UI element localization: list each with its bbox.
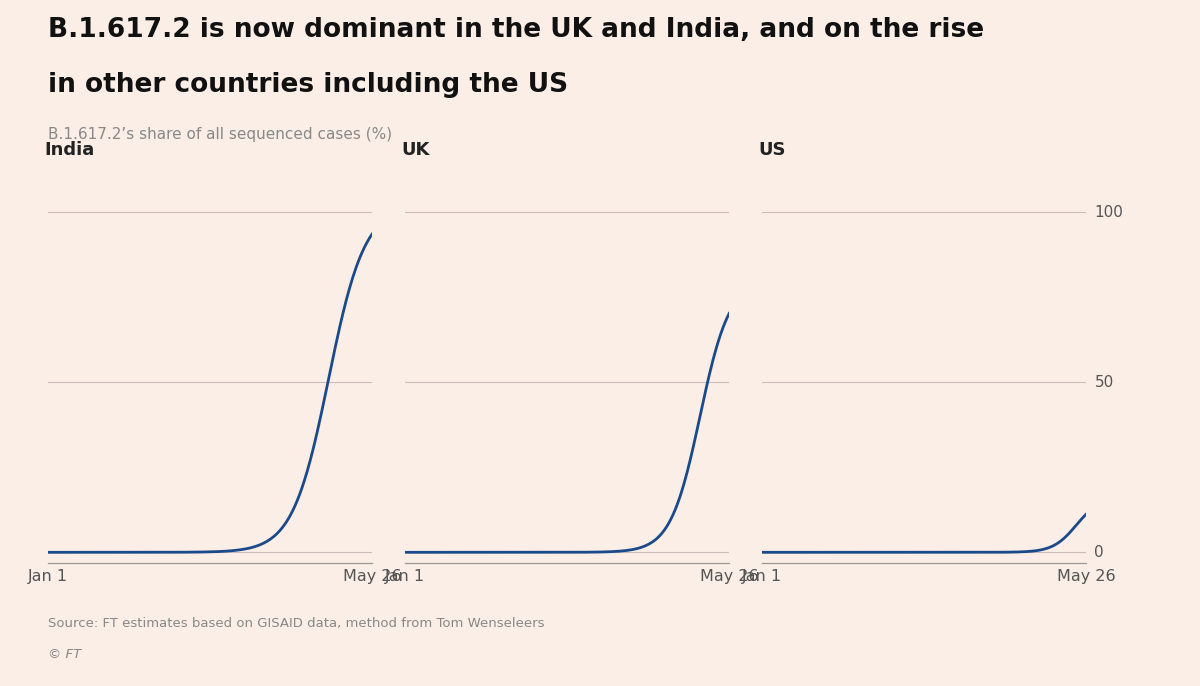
Text: Source: FT estimates based on GISAID data, method from Tom Wenseleers: Source: FT estimates based on GISAID dat… [48, 617, 545, 630]
Text: US: US [758, 141, 786, 158]
Text: 50: 50 [1094, 375, 1114, 390]
Text: © FT: © FT [48, 648, 82, 661]
Text: 0: 0 [1094, 545, 1104, 560]
Text: B.1.617.2’s share of all sequenced cases (%): B.1.617.2’s share of all sequenced cases… [48, 127, 392, 142]
Text: B.1.617.2 is now dominant in the UK and India, and on the rise: B.1.617.2 is now dominant in the UK and … [48, 17, 984, 43]
Text: in other countries including the US: in other countries including the US [48, 72, 568, 98]
Text: India: India [44, 141, 95, 158]
Text: UK: UK [402, 141, 430, 158]
Text: 100: 100 [1094, 205, 1123, 220]
